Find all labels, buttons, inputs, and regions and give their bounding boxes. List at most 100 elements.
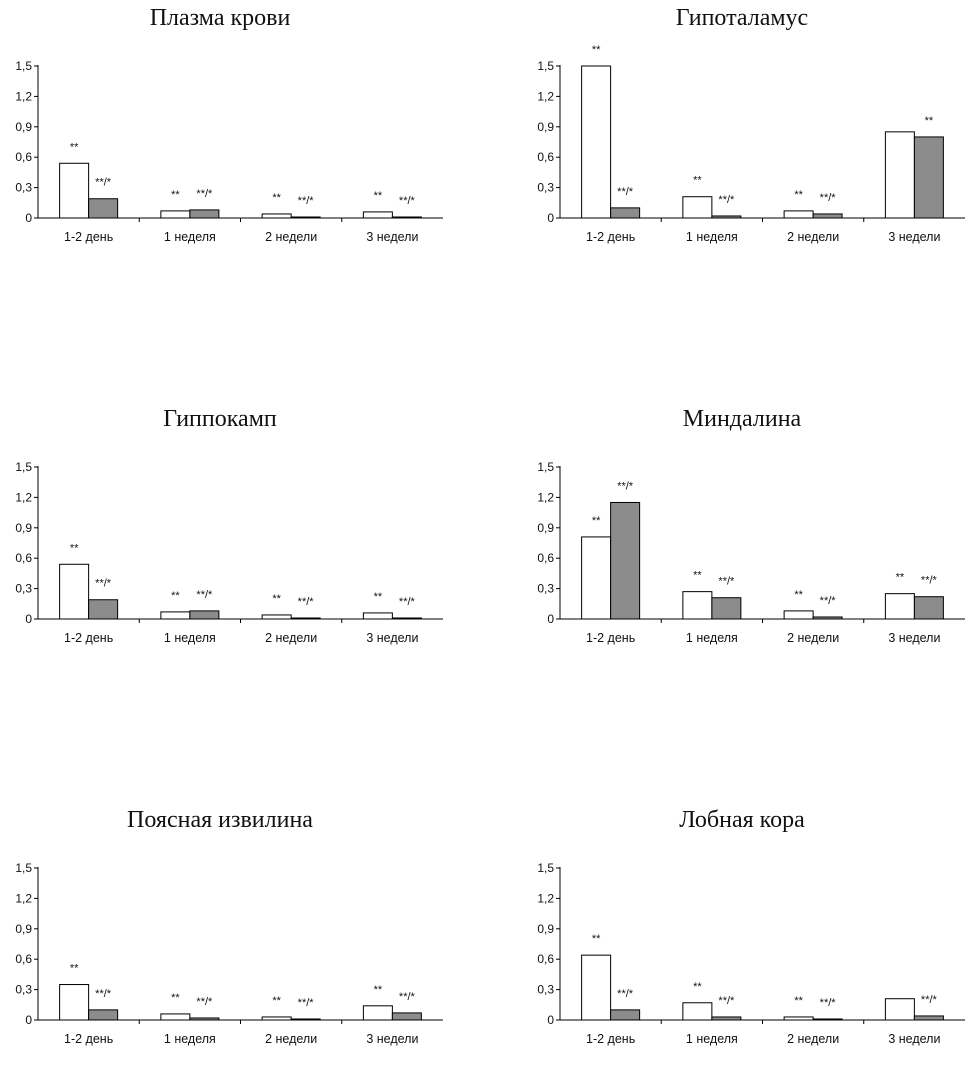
significance-label: **/* bbox=[196, 996, 213, 1008]
significance-label: **/* bbox=[820, 997, 837, 1009]
bar bbox=[884, 593, 915, 620]
significance-label: **/* bbox=[718, 194, 735, 206]
y-tick-label: 1,5 bbox=[537, 861, 554, 875]
bar bbox=[290, 216, 321, 219]
bar bbox=[160, 1013, 191, 1021]
bar-chart: 0 0,3 0,6 0,9 1,2 1,5 1-2 день ** **/* 1 неделя **… bbox=[537, 861, 965, 1046]
x-tick-label: 2 недели bbox=[787, 631, 839, 645]
y-tick-label: 0,3 bbox=[15, 983, 32, 997]
significance-label: **/* bbox=[921, 575, 938, 587]
bar bbox=[189, 610, 220, 620]
bar bbox=[913, 596, 944, 620]
significance-label: ** bbox=[374, 190, 383, 202]
significance-label: **/* bbox=[399, 596, 416, 608]
x-tick-label: 2 недели bbox=[265, 230, 317, 244]
x-tick-label: 2 недели bbox=[265, 1032, 317, 1046]
x-tick-label: 1-2 день bbox=[64, 631, 113, 645]
bar bbox=[913, 1015, 944, 1021]
bar bbox=[261, 213, 292, 219]
significance-label: **/* bbox=[95, 988, 112, 1000]
bar-chart: 0 0,3 0,6 0,9 1,2 1,5 1-2 день ** **/* 1 неделя **… bbox=[537, 460, 965, 645]
y-tick-label: 1,5 bbox=[15, 59, 32, 73]
significance-label: **/* bbox=[196, 188, 213, 200]
significance-label: ** bbox=[171, 189, 180, 201]
significance-label: ** bbox=[272, 593, 281, 605]
y-tick-label: 0,9 bbox=[15, 922, 32, 936]
bar-chart: 0 0,3 0,6 0,9 1,2 1,5 1-2 день ** **/* 1 неделя **… bbox=[15, 861, 443, 1046]
bar bbox=[59, 162, 90, 219]
significance-label: **/* bbox=[617, 988, 634, 1000]
significance-label: ** bbox=[693, 175, 702, 187]
bar bbox=[261, 614, 292, 620]
y-tick-label: 0,6 bbox=[537, 150, 554, 164]
significance-label: **/* bbox=[95, 177, 112, 189]
bar bbox=[682, 591, 713, 620]
y-tick-label: 1,5 bbox=[15, 460, 32, 474]
bar bbox=[581, 65, 612, 219]
y-tick-label: 0 bbox=[547, 1013, 554, 1027]
significance-label: ** bbox=[592, 515, 601, 527]
bar bbox=[362, 1005, 393, 1021]
bar bbox=[290, 617, 321, 620]
y-tick-label: 0,6 bbox=[15, 952, 32, 966]
significance-label: ** bbox=[794, 995, 803, 1007]
chart-panel-3: Гиппокамп 0 0,3 0,6 0,9 1,2 1,5 1-2 день ** **/* 1… bbox=[10, 406, 480, 666]
y-tick-label: 1,2 bbox=[15, 891, 32, 905]
bar bbox=[711, 1016, 742, 1021]
significance-label: ** bbox=[374, 591, 383, 603]
significance-label: ** bbox=[693, 570, 702, 582]
significance-label: **/* bbox=[298, 195, 315, 207]
y-tick-label: 1,5 bbox=[537, 59, 554, 73]
x-tick-label: 2 недели bbox=[265, 631, 317, 645]
significance-label: **/* bbox=[399, 195, 416, 207]
y-tick-label: 0,3 bbox=[15, 582, 32, 596]
y-tick-label: 1,2 bbox=[537, 891, 554, 905]
significance-label: **/* bbox=[718, 995, 735, 1007]
bar bbox=[610, 1009, 641, 1021]
x-tick-label: 3 недели bbox=[888, 230, 940, 244]
bar bbox=[682, 196, 713, 219]
bar bbox=[290, 1018, 321, 1021]
bar bbox=[581, 954, 612, 1021]
bar bbox=[610, 501, 641, 620]
bar bbox=[362, 612, 393, 620]
bar bbox=[391, 216, 422, 219]
significance-label: ** bbox=[592, 44, 601, 56]
x-tick-label: 1-2 день bbox=[586, 1032, 635, 1046]
x-tick-label: 1 неделя bbox=[686, 230, 738, 244]
y-tick-label: 0,6 bbox=[15, 150, 32, 164]
bar bbox=[160, 611, 191, 620]
chart-panel-5: Поясная извилина 0 0,3 0,6 0,9 1,2 1,5 1-2 день… bbox=[10, 807, 480, 1067]
y-tick-label: 1,2 bbox=[537, 89, 554, 103]
y-tick-label: 1,2 bbox=[15, 89, 32, 103]
x-tick-label: 3 недели bbox=[366, 631, 418, 645]
x-tick-label: 3 недели bbox=[888, 1032, 940, 1046]
significance-label: ** bbox=[171, 590, 180, 602]
bar bbox=[783, 610, 814, 620]
bar bbox=[391, 1012, 422, 1021]
bar bbox=[711, 215, 742, 219]
bar bbox=[189, 1017, 220, 1021]
bar bbox=[812, 213, 843, 219]
significance-label: **/* bbox=[617, 186, 634, 198]
significance-label: **/* bbox=[617, 480, 634, 492]
significance-label: ** bbox=[896, 572, 905, 584]
bar bbox=[189, 209, 220, 219]
significance-label: **/* bbox=[921, 994, 938, 1006]
bar bbox=[362, 211, 393, 219]
bar bbox=[59, 563, 90, 620]
bar bbox=[812, 1018, 843, 1021]
chart-panel-4: Миндалина 0 0,3 0,6 0,9 1,2 1,5 1-2 день ** **/* 1… bbox=[532, 406, 969, 666]
chart-title: Гиппокамп bbox=[163, 406, 277, 432]
significance-label: ** bbox=[925, 115, 934, 127]
significance-label: **/* bbox=[399, 991, 416, 1003]
bar bbox=[610, 207, 641, 219]
significance-label: ** bbox=[592, 933, 601, 945]
bar bbox=[783, 210, 814, 219]
x-tick-label: 3 недели bbox=[366, 230, 418, 244]
x-tick-label: 2 недели bbox=[787, 230, 839, 244]
x-tick-label: 1 неделя bbox=[686, 631, 738, 645]
significance-label: ** bbox=[794, 589, 803, 601]
significance-label: ** bbox=[693, 981, 702, 993]
y-tick-label: 1,2 bbox=[15, 490, 32, 504]
